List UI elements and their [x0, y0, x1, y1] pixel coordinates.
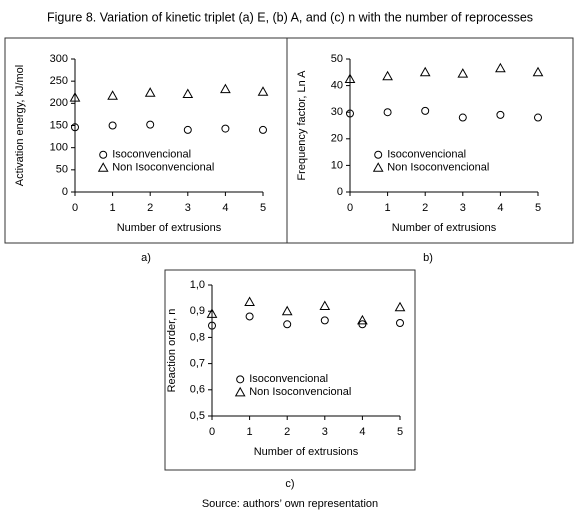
- marker-triangle: [382, 70, 393, 81]
- marker-triangle: [281, 305, 293, 316]
- y-tick-label: 10: [331, 159, 343, 171]
- marker-triangle: [357, 314, 368, 325]
- legend-label: Non Isoconvencional: [387, 162, 489, 174]
- x-tick-label: 2: [284, 426, 290, 438]
- y-axis-label: Reaction order, n: [166, 309, 178, 393]
- marker-triangle: [69, 92, 81, 102]
- marker-circle: [259, 125, 267, 134]
- y-tick-label: 40: [331, 80, 343, 92]
- y-tick-label: 0: [337, 186, 343, 198]
- x-tick-label: 3: [322, 426, 328, 438]
- x-tick-label: 4: [359, 426, 365, 438]
- x-axis-label: Number of extrusions: [254, 446, 359, 458]
- marker-circle: [146, 120, 155, 129]
- source-note: Source: authors’ own representation: [202, 498, 378, 510]
- x-tick-label: 0: [72, 202, 78, 214]
- panel-frame: [286, 37, 574, 244]
- marker-circle: [496, 110, 505, 119]
- y-tick-label: 20: [331, 133, 343, 145]
- legend-label: Non Isoconvencional: [249, 386, 351, 398]
- marker-circle: [99, 150, 108, 159]
- y-tick-label: 200: [50, 97, 68, 109]
- marker-circle: [208, 321, 216, 330]
- marker-triangle: [457, 68, 469, 78]
- panel-caption: b): [423, 252, 433, 264]
- y-tick-label: 100: [50, 142, 68, 154]
- x-tick-label: 0: [209, 426, 215, 438]
- marker-triangle: [144, 87, 156, 97]
- y-tick-label: 0: [62, 186, 68, 198]
- marker-circle: [396, 318, 404, 327]
- marker-circle: [383, 108, 392, 117]
- marker-circle: [346, 109, 354, 118]
- marker-triangle: [419, 66, 431, 77]
- marker-triangle: [257, 86, 269, 96]
- panel-frame: [4, 37, 288, 244]
- marker-triangle: [532, 66, 544, 77]
- x-tick-label: 1: [247, 426, 253, 438]
- x-tick-label: 3: [460, 202, 466, 214]
- y-tick-label: 0,8: [190, 331, 205, 343]
- x-tick-label: 1: [385, 202, 391, 214]
- y-axis-label: Frequency factor, Ln A: [296, 70, 308, 181]
- x-tick-label: 1: [110, 202, 116, 214]
- x-tick-label: 3: [185, 202, 191, 214]
- marker-triangle: [182, 88, 194, 99]
- marker-circle: [534, 113, 542, 122]
- y-tick-label: 300: [50, 53, 68, 65]
- legend-label: Isoconvencional: [112, 149, 191, 161]
- marker-circle: [236, 375, 245, 384]
- marker-triangle: [319, 300, 331, 310]
- marker-circle: [183, 125, 192, 134]
- marker-circle: [458, 113, 467, 122]
- legend-label: Isoconvencional: [249, 373, 328, 385]
- marker-triangle: [220, 83, 231, 94]
- y-tick-label: 0,9: [190, 305, 205, 317]
- marker-circle: [71, 123, 79, 132]
- y-tick-label: 0,6: [190, 384, 205, 396]
- panel-caption: a): [141, 252, 151, 264]
- y-tick-label: 0,7: [190, 358, 205, 370]
- marker-triangle: [495, 62, 506, 73]
- y-tick-label: 50: [56, 164, 68, 176]
- x-tick-label: 2: [147, 202, 153, 214]
- marker-triangle: [372, 162, 384, 172]
- y-tick-label: 150: [50, 119, 68, 131]
- x-tick-label: 5: [535, 202, 541, 214]
- y-tick-label: 0,5: [190, 410, 205, 422]
- marker-triangle: [394, 301, 406, 312]
- marker-triangle: [234, 386, 246, 397]
- panel-frame: [164, 269, 416, 471]
- marker-circle: [283, 320, 292, 329]
- marker-circle: [108, 121, 117, 130]
- x-tick-label: 4: [497, 202, 503, 214]
- y-tick-label: 30: [331, 106, 343, 118]
- x-tick-label: 2: [422, 202, 428, 214]
- y-axis-label: Activation energy, kJ/mol: [14, 65, 26, 186]
- marker-circle: [374, 150, 383, 159]
- panel-caption: c): [285, 478, 294, 490]
- marker-triangle: [107, 90, 118, 100]
- x-axis-label: Number of extrusions: [117, 222, 222, 234]
- figure-title: Figure 8. Variation of kinetic triplet (…: [47, 10, 533, 24]
- marker-circle: [320, 316, 329, 325]
- marker-triangle: [97, 162, 109, 172]
- marker-triangle: [344, 73, 356, 83]
- marker-triangle: [244, 296, 255, 307]
- marker-circle: [221, 124, 230, 133]
- marker-circle: [421, 106, 430, 115]
- x-tick-label: 4: [222, 202, 228, 214]
- x-tick-label: 5: [260, 202, 266, 214]
- x-axis-label: Number of extrusions: [392, 222, 497, 234]
- x-tick-label: 0: [347, 202, 353, 214]
- marker-triangle: [206, 308, 218, 318]
- marker-circle: [245, 312, 254, 321]
- legend-label: Non Isoconvencional: [112, 162, 214, 174]
- legend-label: Isoconvencional: [387, 149, 466, 161]
- y-tick-label: 50: [331, 53, 343, 65]
- y-tick-label: 250: [50, 75, 68, 87]
- y-tick-label: 1,0: [190, 279, 205, 291]
- x-tick-label: 5: [397, 426, 403, 438]
